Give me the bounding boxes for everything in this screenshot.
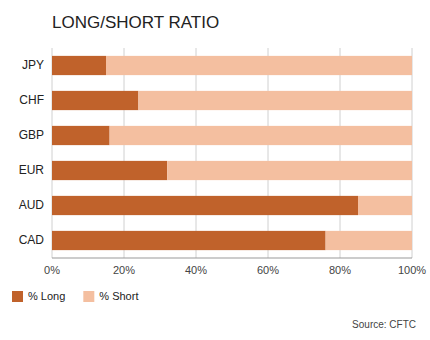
x-tick-label: 80% <box>329 264 351 276</box>
x-tick-label: 60% <box>257 264 279 276</box>
grid-line <box>196 48 197 258</box>
bar <box>52 231 326 250</box>
grid-line <box>412 48 413 258</box>
grid-line <box>340 48 341 258</box>
title: LONG/SHORT RATIO <box>52 13 219 32</box>
bar <box>52 161 167 180</box>
chart-svg: LONG/SHORT RATIO 0% 20% 40% 60% 80% 100% JPY CHF… <box>0 0 430 340</box>
grid-line <box>52 48 53 258</box>
x-axis-line <box>52 258 412 259</box>
bar <box>52 126 110 145</box>
bar <box>326 231 412 250</box>
bar <box>52 196 358 215</box>
bar <box>106 56 412 75</box>
chart-container: LONG/SHORT RATIO 0% 20% 40% 60% 80% 100% JPY CHF… <box>0 0 430 340</box>
y-tick-label: CAD <box>19 233 45 247</box>
grid-line <box>268 48 269 258</box>
x-tick-label: 0% <box>44 264 60 276</box>
legend: % Long % Short <box>12 290 138 302</box>
x-tick-label: 100% <box>398 264 426 276</box>
bar <box>358 196 412 215</box>
y-tick-label: CHF <box>19 93 44 107</box>
legend-swatch <box>12 291 23 302</box>
x-tick-label: 20% <box>113 264 135 276</box>
x-axis: 0% 20% 40% 60% 80% 100% <box>44 264 426 276</box>
legend-label: % Short <box>99 290 138 302</box>
bar <box>52 56 106 75</box>
y-axis: JPY CHF GBP EUR AUD CAD <box>19 58 45 247</box>
y-tick-label: GBP <box>19 128 44 142</box>
grid-line <box>124 48 125 258</box>
bars <box>52 56 412 250</box>
legend-label: % Long <box>28 290 65 302</box>
y-tick-label: EUR <box>19 163 45 177</box>
bar <box>138 91 412 110</box>
bar <box>110 126 412 145</box>
bar <box>52 91 138 110</box>
annotation: Source: CFTC <box>352 319 416 330</box>
grid <box>52 48 412 258</box>
x-tick-label: 40% <box>185 264 207 276</box>
bar <box>167 161 412 180</box>
y-tick-label: AUD <box>19 198 45 212</box>
y-tick-label: JPY <box>22 58 44 72</box>
legend-swatch <box>83 291 94 302</box>
